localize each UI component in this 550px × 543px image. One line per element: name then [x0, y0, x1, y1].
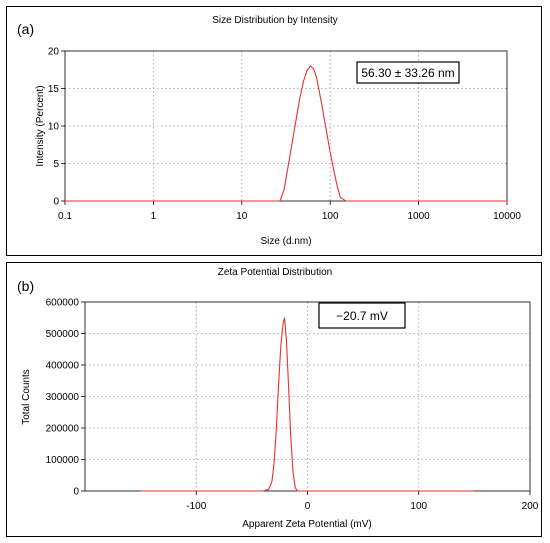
y-axis-label-a: Intensity (Percent) — [35, 85, 46, 166]
y-tick-label-b: 500000 — [46, 329, 80, 340]
x-tick-label-b: 200 — [522, 501, 539, 512]
x-tick-label-b: 0 — [305, 501, 311, 512]
x-tick-label-a: 1000 — [407, 211, 430, 222]
panel-b-zeta-potential: (b) Zeta Potential Distribution -100 0 100… — [6, 262, 542, 537]
x-axis-label-a: Size (d.nm) — [260, 236, 311, 247]
y-tick-label-b: 600000 — [46, 298, 80, 309]
chart-title-b: Zeta Potential Distribution — [218, 267, 333, 278]
x-axis-label-b: Apparent Zeta Potential (mV) — [242, 519, 372, 530]
panel-label-b: (b) — [17, 278, 34, 294]
size-distribution-chart: (a) Size Distribution by Intensity 0.1 1 1… — [17, 15, 521, 247]
panel-label-a: (a) — [17, 21, 34, 37]
y-tick-label-a: 10 — [48, 122, 60, 133]
series-line-a — [65, 65, 507, 202]
annotation-box-b — [318, 302, 406, 329]
y-tick-label-a: 15 — [48, 84, 60, 95]
annotation-box-a — [356, 61, 460, 84]
x-tick-label-a: 0.1 — [58, 211, 72, 222]
annotation-a: 56.30 ± 33.26 nm — [361, 66, 454, 80]
series-line-b — [140, 317, 475, 492]
y-tick-label-b: 100000 — [46, 455, 80, 466]
y-tick-label-b: 200000 — [46, 424, 80, 435]
x-tick-label-a: 10000 — [493, 211, 521, 222]
y-tick-label-a: 20 — [48, 47, 60, 58]
y-tick-label-a: 0 — [53, 197, 59, 208]
chart-title-a: Size Distribution by Intensity — [212, 15, 338, 26]
x-tick-label-b: -100 — [186, 501, 206, 512]
annotation-b: −20.7 mV — [336, 309, 388, 323]
y-tick-label-b: 300000 — [46, 392, 80, 403]
x-tick-label-a: 1 — [151, 211, 157, 222]
y-tick-label-b: 0 — [73, 487, 79, 498]
y-tick-label-a: 5 — [53, 159, 59, 170]
panel-a-size-distribution: (a) Size Distribution by Intensity 0.1 1 1… — [6, 6, 542, 256]
x-tick-label-a: 100 — [322, 211, 339, 222]
y-tick-label-b: 400000 — [46, 361, 80, 372]
x-tick-label-a: 10 — [236, 211, 248, 222]
zeta-potential-chart: (b) Zeta Potential Distribution -100 0 100… — [17, 267, 539, 530]
y-axis-label-b: Total Counts — [21, 369, 32, 425]
x-tick-label-b: 100 — [410, 501, 427, 512]
